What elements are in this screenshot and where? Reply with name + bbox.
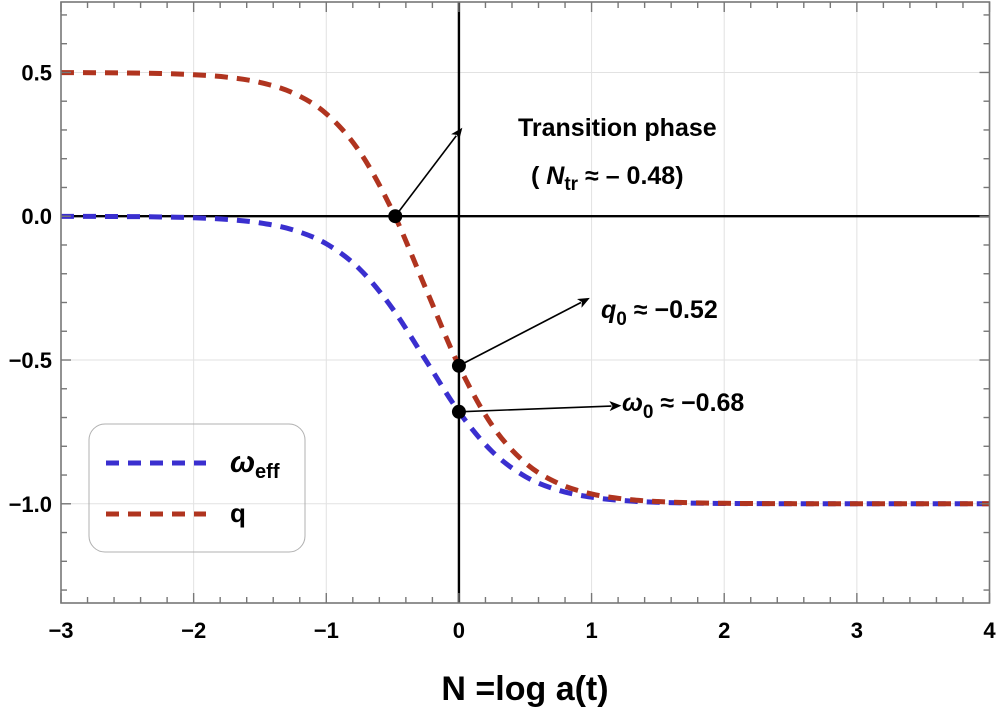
point-transition [388,209,403,224]
marked-points [388,209,466,419]
legend: ωeff q [88,423,306,553]
x-tick-label: 1 [585,618,597,643]
legend-label-q: q [230,498,246,528]
x-axis-title: N =log a(t) [441,670,608,708]
transition-value-label: ( Ntr ≈ – 0.48) [531,162,684,195]
legend-box [88,423,306,553]
x-tick-labels: −3 −2 −1 0 1 2 3 4 [48,618,996,643]
x-tick-label: 2 [718,618,730,643]
point-omega0 [451,404,466,419]
omega0-label: ω0 ≈ −0.68 [622,389,744,423]
legend-label-omega-eff: ωeff [230,446,280,483]
tick-marks [60,2,991,603]
x-tick-label: 0 [453,618,465,643]
y-tick-labels: 0.5 0.0 −0.5 −1.0 [9,60,52,516]
point-q0 [451,358,466,373]
x-tick-label: −3 [48,618,73,643]
omega0-arrow [458,401,622,413]
annotations: Transition phase ( Ntr ≈ – 0.48) q0 ≈ −0… [394,114,744,423]
y-tick-label: 0.5 [21,60,52,85]
transition-label: Transition phase [518,114,717,142]
x-tick-label: −2 [181,618,206,643]
y-tick-label: −0.5 [9,348,52,373]
curves [60,70,990,507]
x-tick-label: 4 [983,618,996,643]
q0-label: q0 ≈ −0.52 [601,296,718,330]
x-tick-label: 3 [851,618,863,643]
transition-arrow [394,127,463,217]
y-tick-label: 0.0 [21,204,52,229]
q0-arrow [458,297,590,367]
y-tick-label: −1.0 [9,492,52,517]
x-tick-label: −1 [314,618,339,643]
curve-q [60,70,990,507]
